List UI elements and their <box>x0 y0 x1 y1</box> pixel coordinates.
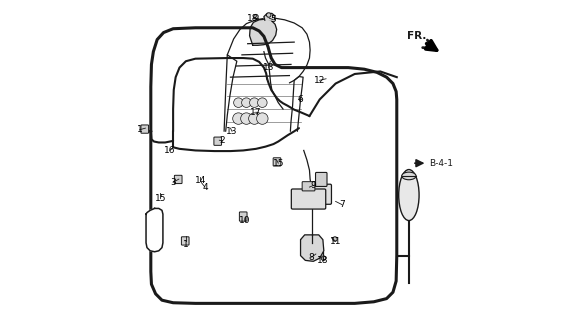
Text: 13: 13 <box>226 127 238 136</box>
Text: 1: 1 <box>137 125 143 134</box>
Text: 15: 15 <box>272 159 284 168</box>
Circle shape <box>321 256 326 260</box>
Text: 15: 15 <box>155 194 166 203</box>
FancyBboxPatch shape <box>273 158 281 166</box>
Text: 4: 4 <box>202 183 208 192</box>
Text: 3: 3 <box>171 178 176 187</box>
Circle shape <box>233 113 244 124</box>
Text: 17: 17 <box>250 108 262 117</box>
Text: 13: 13 <box>263 63 275 72</box>
Text: 14: 14 <box>194 176 206 185</box>
FancyBboxPatch shape <box>182 237 189 245</box>
FancyBboxPatch shape <box>311 184 332 204</box>
Circle shape <box>250 98 259 108</box>
Text: 11: 11 <box>330 237 342 246</box>
Text: 7: 7 <box>339 200 345 209</box>
Circle shape <box>258 98 267 108</box>
Text: 6: 6 <box>297 95 303 104</box>
Text: 8: 8 <box>309 253 315 262</box>
Ellipse shape <box>402 172 416 180</box>
Circle shape <box>257 113 268 124</box>
FancyBboxPatch shape <box>141 125 148 133</box>
Text: FR.: FR. <box>407 31 427 41</box>
Polygon shape <box>300 235 324 261</box>
Circle shape <box>242 98 251 108</box>
FancyBboxPatch shape <box>302 182 315 191</box>
Text: 9: 9 <box>310 181 316 190</box>
FancyBboxPatch shape <box>214 137 222 145</box>
Text: 2: 2 <box>219 136 225 145</box>
Polygon shape <box>250 19 276 45</box>
Text: B-4-1: B-4-1 <box>430 159 453 168</box>
Circle shape <box>254 14 258 19</box>
Text: 12: 12 <box>314 76 325 85</box>
FancyBboxPatch shape <box>315 172 327 187</box>
Text: 5: 5 <box>271 15 276 24</box>
Text: 1: 1 <box>183 240 189 249</box>
Circle shape <box>233 98 243 108</box>
FancyBboxPatch shape <box>175 175 182 184</box>
FancyBboxPatch shape <box>239 212 247 221</box>
Text: 10: 10 <box>239 216 251 225</box>
Circle shape <box>241 113 252 124</box>
Polygon shape <box>264 13 275 20</box>
Text: 18: 18 <box>317 256 329 265</box>
Text: 16: 16 <box>164 146 176 155</box>
Circle shape <box>267 13 271 17</box>
Text: 18: 18 <box>247 14 258 23</box>
Circle shape <box>333 237 337 241</box>
Circle shape <box>249 113 260 124</box>
Ellipse shape <box>399 170 419 220</box>
Polygon shape <box>146 208 163 252</box>
FancyBboxPatch shape <box>292 189 326 209</box>
